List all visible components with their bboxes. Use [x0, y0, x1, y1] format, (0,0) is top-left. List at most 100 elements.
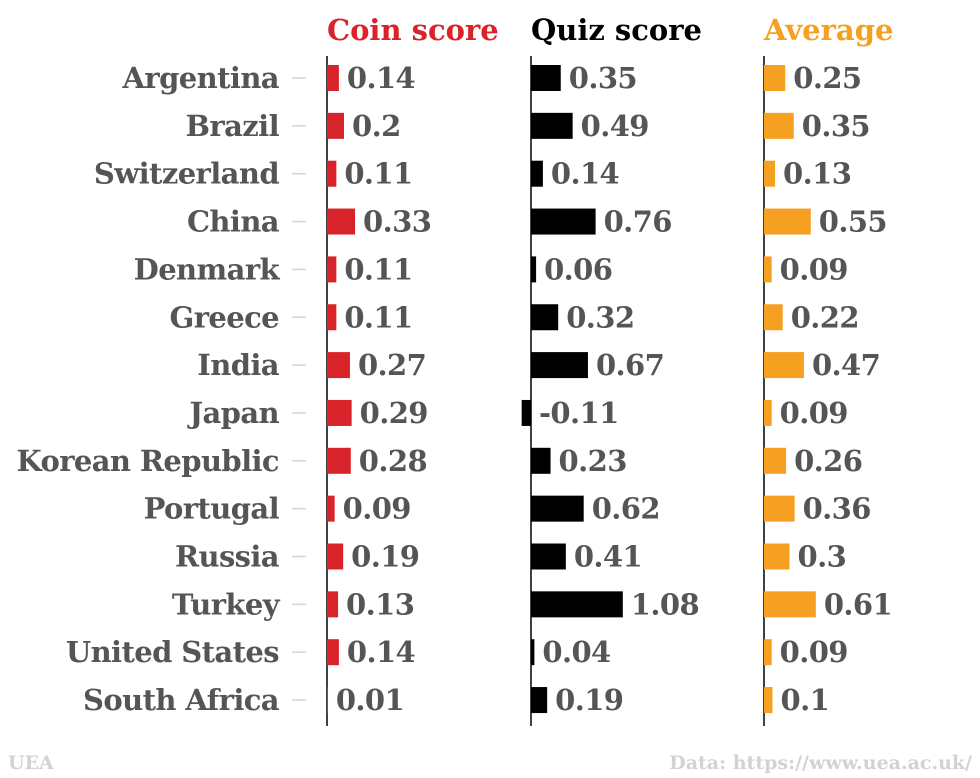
- value-label-average-united-states: 0.09: [780, 635, 848, 669]
- bar-coin-score-greece: [327, 304, 337, 331]
- bar-average-greece: [764, 304, 783, 331]
- value-label-quiz-score-russia: 0.41: [574, 540, 642, 574]
- bar-quiz-score-japan: [521, 399, 531, 426]
- bar-quiz-score-south-africa: [531, 687, 548, 714]
- value-label-coin-score-russia: 0.19: [351, 540, 419, 574]
- value-label-coin-score-portugal: 0.09: [343, 492, 411, 526]
- bar-coin-score-india: [327, 352, 350, 379]
- data-source-credit: Data: https://www.uea.ac.uk/: [669, 752, 972, 774]
- bar-quiz-score-turkey: [531, 591, 623, 618]
- value-label-quiz-score-india: 0.67: [596, 348, 664, 382]
- value-label-average-japan: 0.09: [780, 396, 848, 430]
- category-label-brazil: Brazil: [186, 109, 280, 143]
- bar-average-argentina: [764, 65, 786, 91]
- value-label-quiz-score-brazil: 0.49: [581, 109, 649, 143]
- bar-quiz-score-united-states: [531, 639, 535, 666]
- value-label-quiz-score-portugal: 0.62: [592, 492, 660, 526]
- bar-average-switzerland: [764, 160, 776, 187]
- bar-coin-score-portugal: [327, 495, 335, 522]
- value-label-quiz-score-china: 0.76: [604, 205, 672, 239]
- bar-quiz-score-denmark: [531, 256, 537, 283]
- value-label-coin-score-south-africa: 0.01: [336, 683, 404, 717]
- value-label-quiz-score-greece: 0.32: [566, 300, 634, 334]
- category-label-russia: Russia: [175, 540, 280, 574]
- bar-average-south-africa: [764, 687, 773, 714]
- bar-quiz-score-brazil: [531, 112, 573, 139]
- value-label-average-india: 0.47: [812, 348, 880, 382]
- value-label-average-korean-republic: 0.26: [794, 444, 862, 478]
- bar-coin-score-argentina: [327, 65, 339, 91]
- value-label-average-switzerland: 0.13: [783, 157, 851, 191]
- value-label-coin-score-japan: 0.29: [360, 396, 428, 430]
- category-label-denmark: Denmark: [134, 252, 281, 286]
- category-label-korean-republic: Korean Republic: [17, 444, 280, 478]
- value-label-average-russia: 0.3: [798, 540, 847, 574]
- value-label-average-greece: 0.22: [791, 300, 859, 334]
- value-label-coin-score-greece: 0.11: [344, 300, 412, 334]
- value-label-quiz-score-turkey: 1.08: [631, 587, 699, 621]
- value-label-average-south-africa: 0.1: [781, 683, 830, 717]
- bar-quiz-score-portugal: [531, 495, 584, 522]
- bar-quiz-score-argentina: [531, 65, 561, 91]
- bar-coin-score-turkey: [327, 591, 339, 618]
- category-label-turkey: Turkey: [172, 587, 281, 621]
- bar-coin-score-brazil: [327, 112, 344, 139]
- value-label-average-portugal: 0.36: [803, 492, 871, 526]
- bar-coin-score-japan: [327, 399, 352, 426]
- bar-coin-score-switzerland: [327, 160, 337, 187]
- bar-coin-score-russia: [327, 543, 344, 570]
- category-label-greece: Greece: [170, 300, 280, 334]
- category-label-united-states: United States: [66, 635, 279, 669]
- value-label-quiz-score-switzerland: 0.14: [551, 157, 619, 191]
- value-label-quiz-score-denmark: 0.06: [544, 252, 612, 286]
- value-label-average-brazil: 0.35: [802, 109, 870, 143]
- value-label-quiz-score-south-africa: 0.19: [555, 683, 623, 717]
- category-label-japan: Japan: [186, 396, 279, 430]
- value-label-coin-score-united-states: 0.14: [347, 635, 415, 669]
- value-label-quiz-score-united-states: 0.04: [542, 635, 610, 669]
- value-label-coin-score-brazil: 0.2: [352, 109, 401, 143]
- series-header-average: Average: [763, 13, 893, 47]
- category-label-portugal: Portugal: [144, 492, 280, 526]
- value-label-coin-score-india: 0.27: [358, 348, 426, 382]
- value-label-quiz-score-argentina: 0.35: [569, 61, 637, 95]
- bar-quiz-score-korean-republic: [531, 447, 551, 474]
- bar-average-india: [764, 352, 804, 379]
- bar-coin-score-south-africa: [327, 687, 328, 714]
- category-label-south-africa: South Africa: [83, 683, 280, 717]
- category-label-argentina: Argentina: [122, 61, 280, 95]
- value-label-average-china: 0.55: [819, 205, 887, 239]
- value-label-coin-score-china: 0.33: [363, 205, 431, 239]
- value-label-average-turkey: 0.61: [824, 587, 892, 621]
- bar-coin-score-korean-republic: [327, 447, 351, 474]
- series-header-quiz-score: Quiz score: [531, 13, 702, 47]
- value-label-quiz-score-japan: -0.11: [539, 396, 619, 430]
- value-label-quiz-score-korean-republic: 0.23: [559, 444, 627, 478]
- value-label-coin-score-korean-republic: 0.28: [359, 444, 427, 478]
- category-label-china: China: [187, 205, 280, 239]
- category-label-india: India: [197, 348, 280, 382]
- bar-average-united-states: [764, 639, 772, 666]
- value-label-average-argentina: 0.25: [793, 61, 861, 95]
- bar-average-portugal: [764, 495, 795, 522]
- bar-coin-score-denmark: [327, 256, 337, 283]
- value-label-coin-score-turkey: 0.13: [346, 587, 414, 621]
- bar-quiz-score-greece: [531, 304, 559, 331]
- source-logo: UEA: [8, 752, 54, 774]
- value-label-coin-score-switzerland: 0.11: [344, 157, 412, 191]
- category-label-switzerland: Switzerland: [94, 157, 279, 191]
- bar-average-turkey: [764, 591, 816, 618]
- series-header-coin-score: Coin score: [327, 13, 499, 47]
- bar-coin-score-china: [327, 208, 356, 235]
- value-label-average-denmark: 0.09: [780, 252, 848, 286]
- bar-average-korean-republic: [764, 447, 787, 474]
- bar-average-denmark: [764, 256, 772, 283]
- value-label-coin-score-argentina: 0.14: [347, 61, 415, 95]
- bar-average-russia: [764, 543, 790, 570]
- bar-quiz-score-russia: [531, 543, 566, 570]
- bar-quiz-score-switzerland: [531, 160, 543, 187]
- bar-average-brazil: [764, 112, 794, 139]
- value-label-coin-score-denmark: 0.11: [344, 252, 412, 286]
- bar-average-japan: [764, 399, 772, 426]
